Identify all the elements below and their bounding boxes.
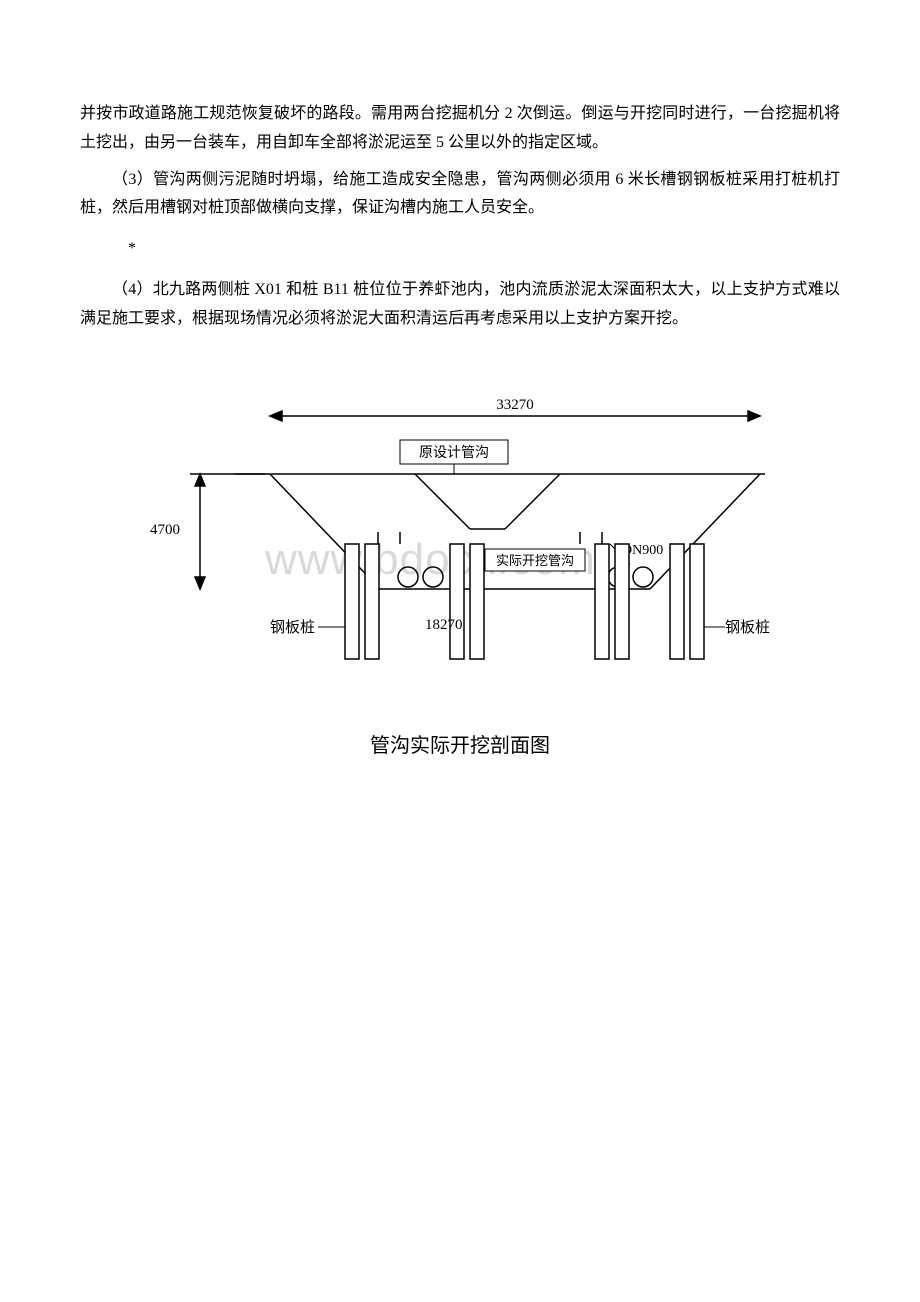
pile-label-left: 钢板桩 <box>270 618 315 636</box>
paragraph-1: 并按市政道路施工规范恢复破坏的路段。需用两台挖掘机分 2 次倒运。倒运与开挖同时… <box>80 100 840 158</box>
left-dim-label: 4700 <box>150 522 180 538</box>
design-trench-label: 原设计管沟 <box>419 445 489 461</box>
pile-label-right: 钢板桩 <box>725 618 770 636</box>
bottom-dim-label: 18270 <box>425 617 463 633</box>
design-trench <box>415 474 560 529</box>
top-dim-label: 33270 <box>496 397 534 413</box>
asterisk-mark: * <box>128 235 840 264</box>
diagram-caption: 管沟实际开挖剖面图 <box>80 728 840 764</box>
left-dimension <box>190 474 265 589</box>
cross-section-diagram: www.bdocx.com 33270 4700 <box>140 394 780 704</box>
actual-trench-label: 实际开挖管沟 <box>496 553 574 568</box>
paragraph-3: （4）北九路两侧桩 X01 和桩 B11 桩位位于养虾池内，池内流质淤泥太深面积… <box>80 276 840 334</box>
paragraph-2: （3）管沟两侧污泥随时坍塌，给施工造成安全隐患，管沟两侧必须用 6 米长槽钢钢板… <box>80 166 840 224</box>
diagram-container: www.bdocx.com 33270 4700 <box>80 394 840 704</box>
